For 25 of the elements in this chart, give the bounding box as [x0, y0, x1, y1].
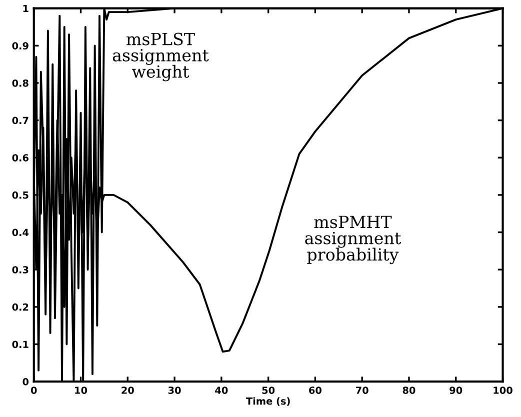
- x-tick-label: 70: [356, 386, 368, 394]
- x-tick-label: 0: [30, 386, 37, 394]
- x-tick-label: 10: [75, 386, 88, 394]
- annotation: msPMHT assignment probability: [305, 216, 402, 264]
- y-tick-label: 0.9: [12, 42, 28, 50]
- y-tick-label: 0.7: [12, 116, 28, 124]
- x-tick-label: 20: [122, 386, 134, 394]
- annotation: msPLST assignment weight: [112, 32, 209, 82]
- x-tick-label: 30: [168, 386, 181, 394]
- x-tick-label: 50: [262, 386, 275, 394]
- x-tick-label: 60: [309, 386, 322, 394]
- y-tick-label: 0.5: [12, 191, 28, 199]
- y-tick-label: 0.2: [12, 303, 28, 311]
- x-tick-label: 100: [494, 386, 512, 394]
- y-tick-label: 0.8: [12, 79, 28, 87]
- y-tick-label: 0.1: [12, 340, 28, 348]
- y-tick-label: 1: [23, 4, 28, 12]
- x-tick-label: 40: [215, 386, 228, 394]
- x-axis-title: Time (s): [246, 397, 290, 406]
- x-tick-label: 80: [402, 386, 416, 394]
- y-tick-label: 0.6: [12, 154, 28, 162]
- y-tick-label: 0.4: [12, 228, 29, 236]
- y-tick-label: 0: [22, 378, 29, 386]
- y-tick-label: 0.3: [12, 266, 28, 274]
- x-tick-label: 90: [450, 386, 462, 394]
